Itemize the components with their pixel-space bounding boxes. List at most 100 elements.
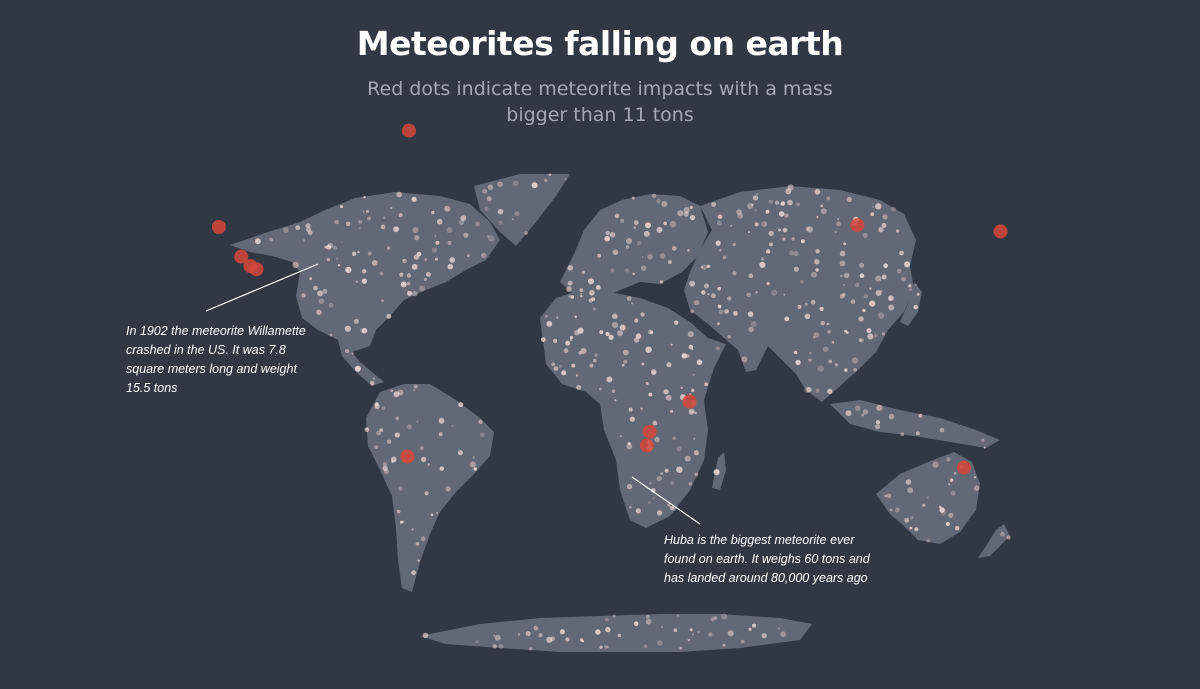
meteorite-dot — [780, 203, 783, 206]
meteorite-dot — [569, 338, 573, 342]
meteorite-dot — [435, 241, 440, 245]
meteorite-dot — [783, 228, 787, 233]
meteorite-dot — [905, 479, 912, 485]
large-meteorite-dot — [402, 123, 416, 138]
meteorite-dot — [664, 468, 669, 473]
land-layer — [230, 174, 1010, 652]
meteorite-dot — [687, 249, 690, 252]
meteorite-dot — [463, 232, 469, 238]
meteorite-dot — [305, 223, 311, 229]
meteorite-dot — [565, 637, 570, 642]
meteorite-dot — [677, 210, 684, 217]
land-greenland — [474, 174, 570, 246]
meteorite-dot — [826, 322, 830, 326]
meteorite-dot — [623, 349, 629, 356]
meteorite-dot — [654, 436, 660, 443]
meteorite-dot — [633, 220, 639, 226]
meteorite-dot — [732, 242, 736, 247]
meteorite-dot — [587, 278, 595, 285]
meteorite-dot — [810, 299, 816, 305]
meteorite-dot — [402, 520, 405, 523]
meteorite-dot — [876, 404, 883, 411]
meteorite-dot — [808, 358, 812, 362]
meteorite-dot — [390, 456, 397, 463]
meteorite-dot — [840, 274, 843, 278]
meteorite-dot — [867, 333, 874, 340]
meteorite-dot — [652, 497, 655, 500]
meteorite-dot — [411, 263, 418, 270]
meteorite-dot — [367, 216, 371, 221]
land-africa — [540, 290, 726, 528]
meteorite-dot — [413, 384, 418, 389]
meteorite-dot — [663, 221, 667, 226]
meteorite-dot — [687, 638, 691, 642]
meteorite-dot — [645, 222, 651, 229]
meteorite-dot — [609, 232, 616, 238]
meteorite-dot — [737, 212, 744, 219]
meteorite-dot — [676, 446, 682, 452]
meteorite-dot — [540, 337, 546, 342]
meteorite-dot — [640, 312, 645, 317]
meteorite-dot — [816, 215, 819, 218]
meteorite-dot — [844, 329, 847, 333]
meteorite-dot — [498, 644, 504, 649]
meteorite-dot — [771, 289, 778, 296]
meteorite-dot — [820, 208, 827, 215]
meteorite-dot — [915, 431, 920, 436]
meteorite-dot — [363, 196, 366, 199]
meteorite-dot — [817, 365, 824, 372]
meteorite-dot — [302, 239, 306, 242]
meteorite-dot — [741, 356, 748, 363]
meteorite-dot — [358, 227, 361, 230]
meteorite-dot — [656, 475, 662, 482]
meteorite-dot — [255, 238, 261, 245]
meteorite-dot — [492, 644, 497, 649]
meteorite-dot — [953, 471, 957, 475]
land-antarctica — [420, 614, 812, 652]
meteorite-dot — [431, 210, 435, 215]
meteorite-dot — [423, 278, 427, 281]
meteorite-dot — [679, 646, 683, 650]
meteorite-dot — [458, 402, 464, 408]
meteorite-dot — [612, 614, 616, 618]
meteorite-dot — [605, 618, 609, 622]
meteorite-dot — [850, 299, 856, 304]
meteorite-dot — [394, 432, 400, 438]
meteorite-dot — [399, 272, 404, 277]
meteorite-dot — [843, 272, 850, 279]
meteorite-dot — [611, 322, 619, 329]
land-japan — [900, 282, 922, 326]
large-meteorite-dot — [682, 394, 697, 409]
meteorite-dot — [647, 254, 653, 260]
meteorite-dot — [576, 384, 582, 390]
meteorite-dot — [567, 265, 574, 271]
meteorite-dot — [915, 284, 918, 287]
meteorite-dot — [756, 193, 759, 196]
meteorite-dot — [358, 219, 363, 224]
meteorite-dot — [614, 399, 617, 402]
meteorite-dot — [659, 280, 664, 284]
large-meteorite-dot — [249, 262, 264, 277]
meteorite-dot — [793, 251, 799, 257]
meteorite-dot — [628, 407, 633, 412]
meteorite-dot — [717, 214, 723, 219]
meteorite-dot — [780, 201, 786, 206]
meteorite-dot — [670, 481, 675, 486]
meteorite-dot — [809, 351, 812, 355]
meteorite-dot — [747, 311, 754, 317]
meteorite-dot — [556, 316, 559, 319]
meteorite-dot — [670, 343, 673, 346]
meteorite-dot — [376, 430, 381, 436]
meteorite-dot — [497, 208, 504, 215]
meteorite-dot — [427, 463, 431, 466]
meteorite-dot — [727, 296, 732, 301]
meteorite-dot — [672, 436, 676, 440]
meteorite-dot — [855, 282, 860, 287]
meteorite-dot — [875, 290, 882, 296]
meteorite-dot — [417, 559, 420, 562]
meteorite-dot — [620, 218, 625, 223]
meteorite-dot — [475, 640, 479, 644]
meteorite-dot — [797, 304, 802, 309]
meteorite-dot — [869, 300, 876, 307]
land-central-america — [338, 340, 384, 386]
